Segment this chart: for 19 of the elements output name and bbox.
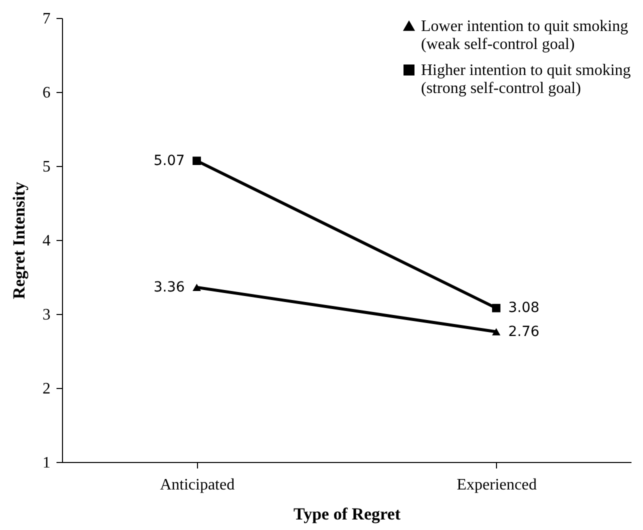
- y-tick-label: 4: [42, 232, 50, 250]
- data-label: 5.07: [154, 152, 185, 169]
- y-tick-label: 1: [42, 454, 50, 472]
- y-axis-title: Regret Intensity: [10, 181, 28, 300]
- y-tick-label: 7: [42, 10, 50, 28]
- x-tick-label: Anticipated: [160, 476, 235, 494]
- y-tick-label: 3: [42, 306, 50, 324]
- point: [192, 156, 201, 166]
- y-tick-label: 6: [42, 84, 50, 102]
- y-tick-label: 5: [42, 158, 50, 176]
- legend-label: Lower intention to quit smoking (weak self-control goal): [421, 18, 628, 53]
- data-label: 2.76: [508, 324, 540, 340]
- data-label: 3.36: [154, 279, 185, 296]
- x-tick-label: Experienced: [456, 476, 537, 494]
- data-label: 3.08: [508, 300, 540, 316]
- legend-label: Higher intention to quit smoking (strong self-control goal): [421, 62, 631, 97]
- point: [492, 304, 500, 312]
- x-axis-title: Type of Regret: [293, 504, 401, 524]
- y-tick-label: 2: [42, 380, 50, 398]
